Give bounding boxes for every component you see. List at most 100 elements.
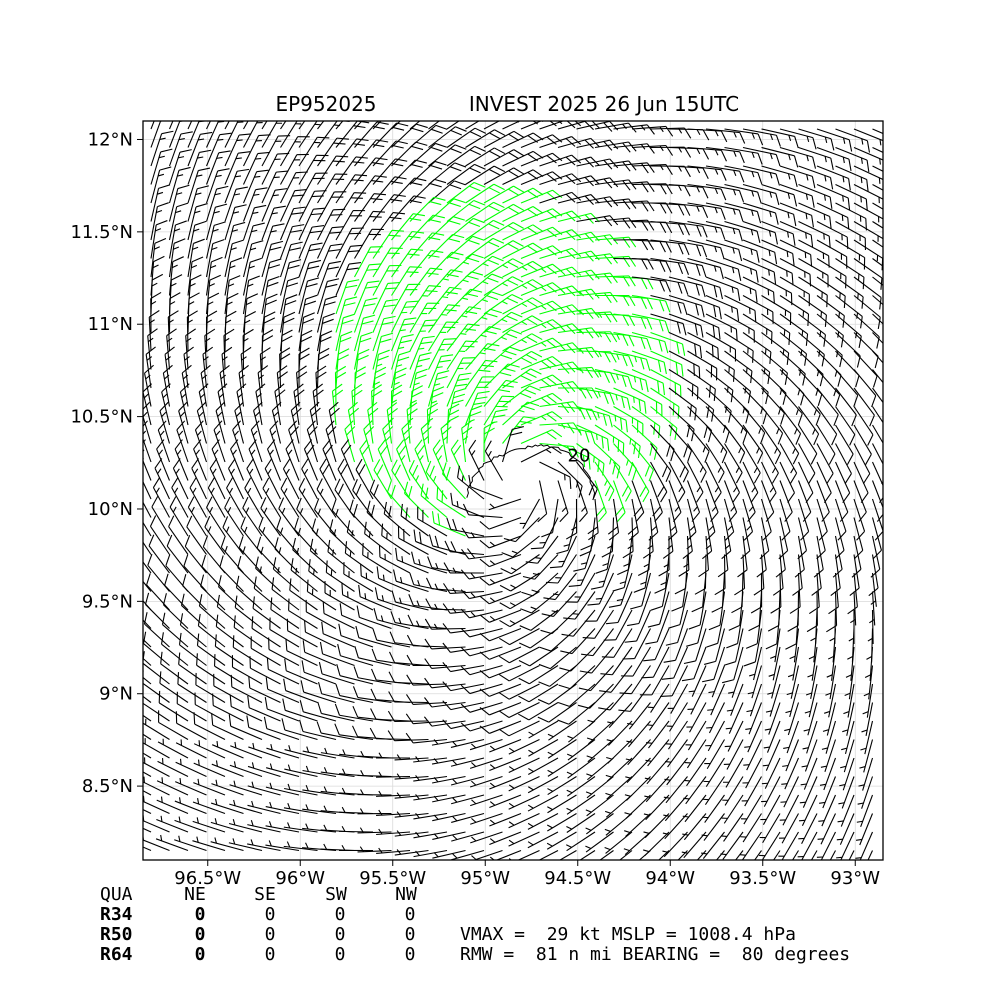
wind-barb-flag [441, 426, 452, 435]
wind-barb-shaft [224, 207, 236, 241]
wind-barb-shaft [594, 424, 625, 444]
wind-barb-shaft [192, 840, 226, 852]
wind-barb-shaft [687, 424, 710, 452]
wind-barb-flag [622, 354, 628, 367]
wind-barb-half-flag [155, 228, 162, 232]
wind-barb-shaft [213, 685, 244, 703]
wind-barb-half-flag [560, 345, 566, 351]
wind-barb-flag [682, 471, 689, 483]
wind-barb-half-flag [173, 246, 180, 250]
wind-barb-flag [490, 308, 502, 314]
wind-barb-half-flag [502, 282, 508, 287]
wind-barb-half-flag [860, 196, 862, 203]
wind-barb-shaft [816, 517, 826, 551]
wind-barb-flag [559, 512, 569, 523]
wind-barb-half-flag [651, 525, 657, 531]
wind-barb-shaft [522, 498, 540, 529]
wind-barb-shaft [489, 683, 522, 697]
wind-barb-half-flag [150, 300, 157, 305]
wind-barb-flag [333, 208, 346, 211]
wind-barb-flag [786, 352, 790, 365]
wind-barb-shaft [731, 665, 744, 698]
wind-barb-flag [223, 328, 235, 336]
wind-barb-flag [571, 285, 582, 295]
wind-barb-half-flag [720, 446, 724, 453]
wind-barb-half-flag [313, 568, 315, 575]
wind-barb-flag [588, 457, 591, 470]
wind-barb-flag [661, 677, 674, 680]
wind-barb-flag [521, 591, 534, 597]
wind-barb-shaft [779, 276, 810, 295]
wind-barb-shaft [158, 702, 189, 722]
wind-barb-half-flag [782, 764, 789, 767]
wind-barb-shaft [143, 682, 170, 703]
wind-barb-flag [849, 434, 856, 446]
wind-barb-half-flag [270, 230, 277, 233]
wind-barb-flag [519, 625, 532, 631]
wind-barb-flag [405, 507, 408, 520]
y-tick-label: 8.5°N [82, 776, 133, 797]
wind-barb-shaft [853, 239, 883, 259]
wind-barb-shaft [727, 720, 744, 752]
wind-barb-half-flag [393, 381, 400, 386]
wind-barb-shaft [853, 424, 872, 455]
wind-barb-half-flag [154, 246, 160, 250]
wind-barb-half-flag [452, 587, 457, 594]
wind-barb-flag [352, 161, 365, 164]
wind-barb-flag [397, 105, 409, 108]
wind-barb-flag [374, 175, 387, 178]
wind-barb-half-flag [660, 581, 667, 586]
wind-barb-flag [406, 271, 419, 273]
x-tick-label: 94.5°W [544, 868, 611, 889]
wind-barb-shaft [261, 244, 272, 278]
wind-barb-flag [291, 212, 304, 215]
wind-barb-shaft [354, 246, 372, 278]
wind-barb-flag [283, 311, 296, 318]
wind-barb-half-flag [623, 848, 630, 852]
wind-barb-flag [507, 243, 519, 250]
wind-barb-half-flag [252, 211, 259, 215]
wind-barb-shaft [548, 683, 577, 705]
wind-barb-flag [428, 218, 441, 223]
wind-barb-shaft [723, 794, 744, 824]
wind-barb-shaft [704, 554, 707, 589]
wind-barb-half-flag [792, 448, 796, 455]
wind-barb-flag [540, 629, 553, 635]
wind-barb-shaft [733, 646, 744, 680]
wind-barb-half-flag [489, 597, 496, 603]
wind-barb-half-flag [398, 346, 405, 350]
wind-barb-flag [584, 430, 590, 443]
wind-barb-half-flag [728, 691, 735, 694]
wind-barb-flag [896, 318, 898, 330]
wind-barb-half-flag [179, 758, 182, 765]
wind-barb-flag [305, 294, 318, 300]
wind-barb-flag [172, 256, 184, 263]
wind-barb-flag [640, 278, 648, 290]
wind-barb-shaft [872, 332, 883, 345]
wind-barb-half-flag [433, 475, 437, 482]
wind-barb-flag [775, 135, 781, 147]
wind-barb-flag [566, 324, 576, 335]
wind-barb-shaft [711, 665, 726, 698]
wind-barb-flag [359, 439, 368, 450]
wind-barb-flag [405, 713, 414, 725]
wind-barb-flag [373, 484, 379, 496]
wind-barb-flag [493, 414, 506, 418]
wind-barb-flag [430, 146, 443, 152]
wind-barb-half-flag [857, 802, 864, 805]
wind-barb-flag [267, 439, 276, 450]
wind-barb-half-flag [806, 135, 810, 143]
wind-barb-half-flag [702, 446, 706, 453]
wind-barb-shaft [372, 265, 390, 296]
wind-barb-shaft [428, 339, 445, 370]
wind-barb-shaft [569, 683, 596, 707]
wind-barb-flag [622, 218, 631, 229]
wind-barb-flag [520, 608, 532, 614]
wind-barb-flag [771, 472, 779, 484]
wind-barb-half-flag [462, 297, 469, 300]
wind-barb-flag [774, 452, 782, 465]
wind-barb-flag [684, 146, 692, 158]
wind-barb-flag [256, 536, 262, 549]
wind-barb-half-flag [385, 436, 391, 442]
wind-barb-flag [285, 439, 294, 450]
